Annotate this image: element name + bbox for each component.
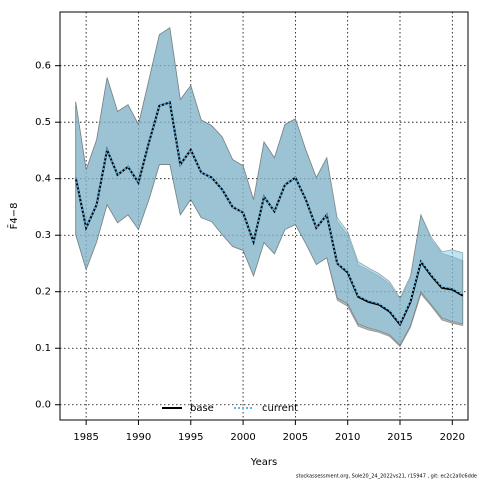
y-tick-label: 0.2 <box>35 287 51 298</box>
x-axis-label: Years <box>250 457 277 468</box>
y-tick-label: 0.6 <box>35 61 51 72</box>
y-tick-label: 0.5 <box>35 117 51 128</box>
footnote: stockassessment.org, Sole20_24_2022vs21,… <box>296 474 477 480</box>
y-axis-label: F̄4−8 <box>7 203 20 230</box>
y-tick-label: 0.0 <box>35 400 51 411</box>
x-tick-label: 1990 <box>126 432 151 443</box>
legend-label: base <box>190 403 214 414</box>
x-tick-label: 1985 <box>73 432 98 443</box>
x-tick-label: 2000 <box>230 432 255 443</box>
x-tick-label: 2010 <box>335 432 360 443</box>
x-tick-label: 2020 <box>440 432 465 443</box>
y-tick-label: 0.4 <box>35 174 51 185</box>
x-tick-label: 2005 <box>283 432 308 443</box>
band <box>75 27 464 346</box>
x-tick-label: 1995 <box>178 432 203 443</box>
y-tick-label: 0.3 <box>35 230 51 241</box>
plot-frame <box>59 11 469 421</box>
x-tick-label: 2015 <box>387 432 412 443</box>
legend-label: current <box>262 403 298 414</box>
y-tick-label: 0.1 <box>35 343 51 354</box>
series-line <box>74 101 464 327</box>
